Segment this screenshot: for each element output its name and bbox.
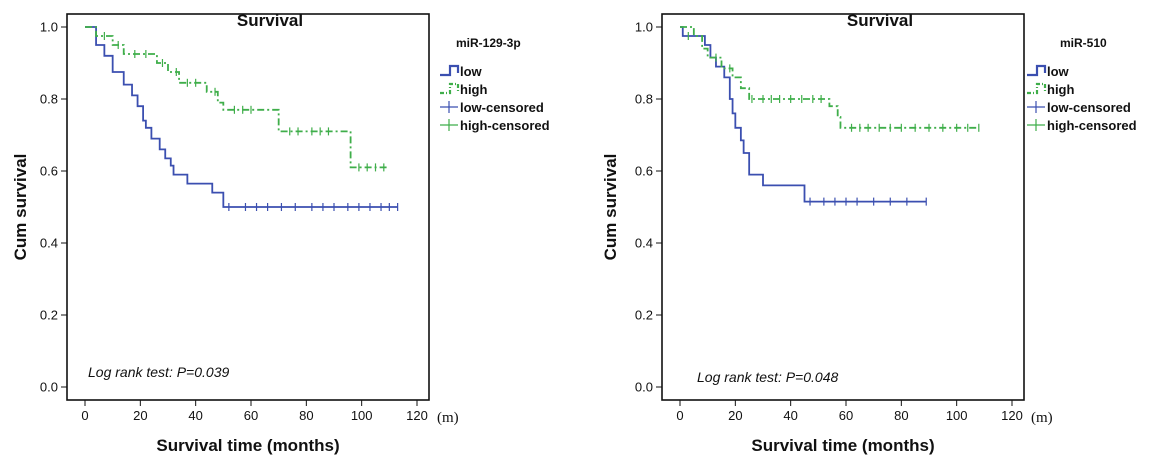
legend-label-low: low [1047, 64, 1070, 79]
survival-curve-high [680, 26, 979, 129]
log-rank-annotation: Log rank test: P=0.048 [697, 369, 838, 385]
legend-title: miR-129-3p [456, 36, 521, 50]
legend-label-high: high [1047, 82, 1074, 97]
survival-curve-low [85, 26, 398, 208]
y-tick-label: 0.0 [40, 380, 58, 395]
legend-label-low: low [460, 64, 483, 79]
legend-swatch-high [1027, 82, 1047, 95]
survival-curve-high [85, 26, 390, 169]
legend-label-low-censored: low-censored [1047, 100, 1131, 115]
y-tick-label: 0.0 [635, 380, 653, 395]
x-tick-label: 40 [783, 408, 797, 423]
y-tick-label: 0.8 [635, 92, 653, 107]
legend-swatch-low [1027, 64, 1047, 77]
chart-title: Survival [847, 11, 913, 30]
chart-panel-2: Survival 0.0 0.2 0.4 0.6 0.8 1.0 0 20 40 60 80 100 12… [601, 11, 1137, 455]
x-tick-label: 40 [188, 408, 202, 423]
y-tick-label: 0.6 [635, 164, 653, 179]
x-tick-label: 20 [133, 408, 147, 423]
y-tick-label: 0.8 [40, 92, 58, 107]
y-axis-label: Cum survival [11, 154, 30, 261]
x-axis-unit: (m) [1031, 410, 1053, 426]
legend: miR-510 low high low-censored high-censored [1027, 36, 1137, 133]
legend-label-high-censored: high-censored [1047, 118, 1137, 133]
y-tick-label: 0.4 [635, 236, 653, 251]
x-tick-label: 80 [299, 408, 313, 423]
x-tick-label: 120 [1001, 408, 1023, 423]
x-axis-label: Survival time (months) [751, 436, 934, 455]
survival-curve-low [680, 26, 927, 203]
y-tick-label: 1.0 [40, 20, 58, 35]
x-tick-label: 100 [946, 408, 968, 423]
x-axis-unit: (m) [437, 410, 459, 426]
legend-label-high: high [460, 82, 487, 97]
legend-title: miR-510 [1060, 36, 1107, 50]
y-tick-label: 0.6 [40, 164, 58, 179]
y-tick-label: 0.4 [40, 236, 58, 251]
y-axis-label: Cum survival [601, 154, 620, 261]
x-tick-label: 60 [839, 408, 853, 423]
x-tick-label: 0 [676, 408, 683, 423]
plot-frame [661, 13, 1025, 401]
y-tick-label: 0.2 [635, 308, 653, 323]
x-tick-label: 100 [351, 408, 373, 423]
x-axis-label: Survival time (months) [156, 436, 339, 455]
chart-panel-1: Survival 0.0 0.2 0.4 0.6 0.8 1.0 0 20 40 60 80 100 12… [11, 11, 550, 455]
legend-label-low-censored: low-censored [460, 100, 544, 115]
x-tick-label: 60 [244, 408, 258, 423]
x-tick-label: 20 [728, 408, 742, 423]
legend: miR-129-3p low high low-censored high-censor… [440, 36, 550, 133]
legend-label-high-censored: high-censored [460, 118, 550, 133]
y-tick-label: 1.0 [635, 20, 653, 35]
legend-swatch-low [440, 64, 460, 77]
x-tick-label: 80 [894, 408, 908, 423]
legend-swatch-high [440, 82, 460, 95]
y-tick-label: 0.2 [40, 308, 58, 323]
x-tick-label: 0 [81, 408, 88, 423]
plot-frame [66, 13, 430, 401]
x-tick-label: 120 [406, 408, 428, 423]
log-rank-annotation: Log rank test: P=0.039 [88, 364, 229, 380]
chart-title: Survival [237, 11, 303, 30]
